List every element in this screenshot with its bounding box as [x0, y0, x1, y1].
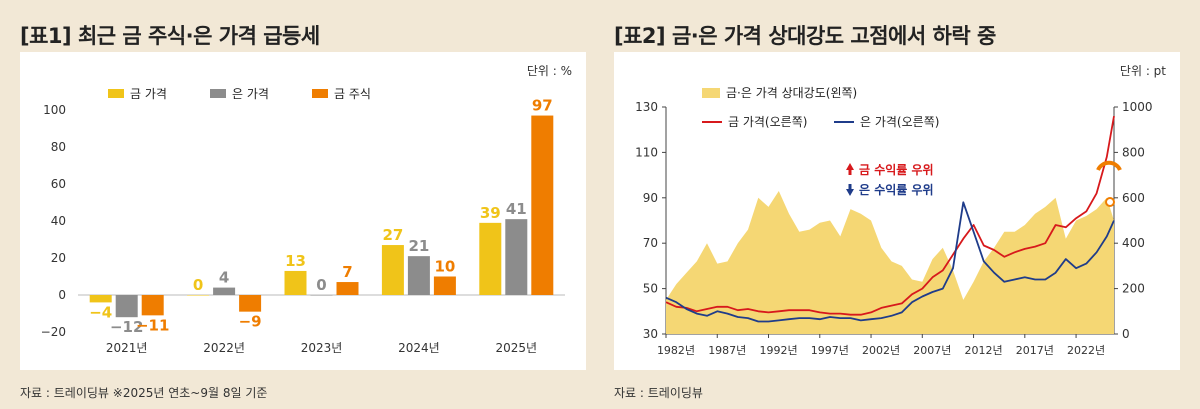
y-tick-label: 40 [51, 214, 66, 228]
x-tick-label: 2021년 [106, 341, 148, 355]
legend-label-gold: 금 가격(오른쪽) [728, 115, 807, 129]
left-unit-label: 단위 : % [526, 64, 572, 78]
y-left-tick-label: 30 [643, 327, 658, 341]
bar [336, 282, 359, 295]
data-label: −9 [239, 313, 262, 331]
data-label: 0 [193, 276, 203, 294]
y-right-tick-label: 600 [1122, 191, 1145, 205]
data-label: 10 [434, 258, 455, 276]
y-left-tick-label: 70 [643, 236, 658, 250]
x-tick-label: 2002년 [862, 344, 900, 357]
bar [433, 276, 456, 295]
data-label: 27 [382, 226, 403, 244]
data-label: 41 [506, 200, 527, 218]
legend-label: 은 가격 [232, 87, 269, 101]
y-right-tick-label: 200 [1122, 282, 1145, 296]
gold-end-arc-icon [1096, 160, 1122, 171]
left-chart-panel: 단위 : % −20 0 20 40 60 80 100 금 가격 은 가격 금 주식 −4 −12−… [20, 52, 586, 370]
y-tick-label: 20 [51, 251, 66, 265]
y-right-tick-label: 400 [1122, 236, 1145, 250]
annotation-gold-lead: 금 수익률 우위 [859, 163, 934, 177]
x-tick-label: 2024년 [398, 341, 440, 355]
y-left-tick-label: 50 [643, 282, 658, 296]
data-label: 0 [316, 276, 326, 294]
legend-swatch-ratio [702, 88, 720, 98]
bar [531, 115, 554, 295]
y-left-tick-label: 90 [643, 191, 658, 205]
y-tick-label: 60 [51, 177, 66, 191]
y-tick-label: 100 [43, 103, 66, 117]
data-label: −4 [89, 303, 112, 321]
legend-swatch [210, 89, 226, 98]
annotation-silver-lead: 은 수익률 우위 [859, 183, 934, 197]
y-tick-label: −20 [41, 325, 66, 339]
right-chart-title: [표2] 금·은 가격 상대강도 고점에서 하락 중 [614, 24, 996, 48]
right-source: 자료 : 트레이딩뷰 [614, 386, 703, 400]
x-tick-label: 1987년 [708, 344, 746, 357]
legend-swatch [312, 89, 328, 98]
legend-label-silver: 은 가격(오른쪽) [860, 115, 939, 129]
left-source: 자료 : 트레이딩뷰 ※2025년 연초~9월 8일 기준 [20, 386, 268, 400]
y-tick-label: 80 [51, 140, 66, 154]
bar [89, 295, 112, 303]
y-right-tick-label: 800 [1122, 145, 1145, 159]
silver-end-marker-icon [1105, 197, 1115, 207]
data-label: 13 [285, 252, 306, 270]
x-tick-label: 1997년 [811, 344, 849, 357]
y-tick-label: 0 [58, 288, 66, 302]
silver-price-line [665, 201, 1115, 323]
data-label: 39 [480, 204, 501, 222]
x-tick-label: 2025년 [496, 341, 538, 355]
legend-label: 금 주식 [334, 87, 371, 101]
x-tick-label: 2007년 [913, 344, 951, 357]
bar [239, 295, 262, 312]
ratio-area [666, 191, 1114, 334]
bar [407, 256, 430, 295]
x-tick-label: 2012년 [964, 344, 1002, 357]
bar [284, 270, 307, 295]
data-label: 7 [342, 263, 352, 281]
data-label: −12 [110, 318, 143, 336]
x-tick-label: 2022년 [1067, 344, 1105, 357]
bar [115, 295, 138, 318]
x-tick-label: 2023년 [301, 341, 343, 355]
bar [213, 287, 236, 295]
legend-label-ratio: 금·은 가격 상대강도(왼쪽) [726, 86, 857, 100]
bar [381, 245, 404, 295]
x-tick-label: 2017년 [1016, 344, 1054, 357]
gold-price-line [665, 115, 1115, 316]
y-left-tick-label: 110 [635, 145, 658, 159]
y-left-tick-label: 130 [635, 100, 658, 114]
legend-swatch [108, 89, 124, 98]
data-label: 4 [219, 269, 229, 287]
bar [505, 219, 528, 295]
down-arrow-icon [846, 184, 854, 196]
y-right-tick-label: 1000 [1122, 100, 1153, 114]
x-tick-label: 1982년 [657, 344, 695, 357]
right-chart-panel: 단위 : pt 30 50 70 90 110 130 0 200 400 600 800 1000 1… [614, 52, 1180, 370]
legend-label: 금 가격 [130, 87, 167, 101]
x-tick-label: 2022년 [203, 341, 245, 355]
line-chart: 30 50 70 90 110 130 0 200 400 600 800 1000 1982년 1987… [635, 86, 1153, 357]
x-tick-label: 1992년 [759, 344, 797, 357]
up-arrow-icon [846, 163, 854, 175]
bar [310, 295, 333, 296]
bar [187, 295, 210, 296]
bar [141, 295, 164, 316]
bar [479, 222, 502, 295]
data-label: 97 [532, 97, 553, 115]
data-label: 21 [408, 237, 429, 255]
data-label: −11 [136, 316, 169, 334]
right-unit-label: 단위 : pt [1119, 64, 1166, 78]
y-right-tick-label: 0 [1122, 327, 1130, 341]
left-chart-title: [표1] 최근 금 주식·은 가격 급등세 [20, 24, 320, 48]
